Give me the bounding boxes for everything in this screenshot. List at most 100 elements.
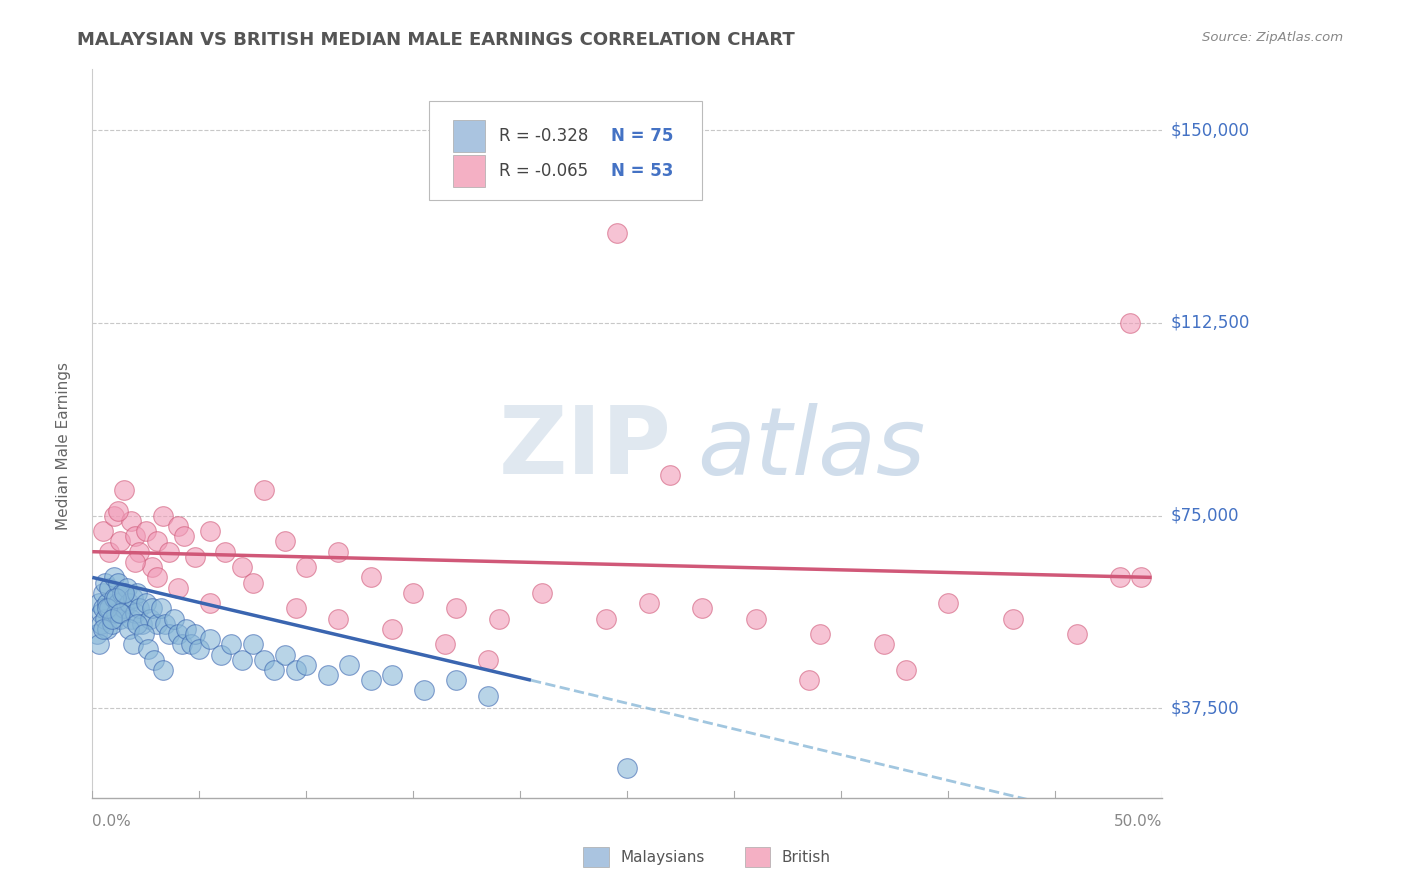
Point xyxy=(1066,627,1088,641)
Point xyxy=(167,627,190,641)
Text: Source: ZipAtlas.com: Source: ZipAtlas.com xyxy=(1202,31,1343,45)
Point xyxy=(108,607,131,621)
Point xyxy=(209,648,232,662)
Point xyxy=(381,622,404,636)
Point xyxy=(231,560,253,574)
Point xyxy=(90,607,112,621)
Point xyxy=(180,637,202,651)
Point xyxy=(328,544,350,558)
Point xyxy=(103,570,125,584)
Point xyxy=(1001,611,1024,625)
Point xyxy=(176,622,198,636)
Point xyxy=(157,627,180,641)
Point xyxy=(360,570,382,584)
Point xyxy=(98,581,121,595)
Text: N = 75: N = 75 xyxy=(612,128,673,145)
Point xyxy=(477,653,499,667)
Point xyxy=(316,668,339,682)
Point xyxy=(221,637,243,651)
Point xyxy=(118,622,141,636)
Point xyxy=(96,601,118,615)
Point xyxy=(107,503,129,517)
Point xyxy=(135,524,157,538)
Point xyxy=(153,616,176,631)
Point xyxy=(118,596,141,610)
Point xyxy=(434,637,457,651)
Point xyxy=(284,601,307,615)
Text: MALAYSIAN VS BRITISH MEDIAN MALE EARNINGS CORRELATION CHART: MALAYSIAN VS BRITISH MEDIAN MALE EARNING… xyxy=(77,31,794,49)
Point xyxy=(100,616,122,631)
Point xyxy=(132,627,155,641)
Point xyxy=(103,508,125,523)
Point xyxy=(94,575,117,590)
Point xyxy=(198,632,221,646)
Point xyxy=(413,683,436,698)
Text: atlas: atlas xyxy=(697,402,925,493)
Point xyxy=(96,622,118,636)
Point xyxy=(91,524,114,538)
Point xyxy=(173,529,195,543)
Text: 50.0%: 50.0% xyxy=(1114,814,1163,829)
Point xyxy=(141,601,163,615)
Point xyxy=(87,637,110,651)
Point xyxy=(124,529,146,543)
Point xyxy=(184,627,207,641)
Point xyxy=(145,534,167,549)
Point xyxy=(91,622,114,636)
Point xyxy=(444,673,467,688)
Point xyxy=(337,657,360,672)
Point xyxy=(360,673,382,688)
Point xyxy=(124,607,146,621)
Point xyxy=(659,467,682,482)
Point xyxy=(214,544,236,558)
Point xyxy=(108,534,131,549)
Point xyxy=(122,637,145,651)
Text: R = -0.328: R = -0.328 xyxy=(499,128,588,145)
Point xyxy=(530,586,553,600)
Point xyxy=(90,616,112,631)
Bar xyxy=(453,154,485,187)
Point xyxy=(94,611,117,625)
Point xyxy=(242,637,264,651)
Point xyxy=(198,596,221,610)
Point xyxy=(799,673,821,688)
Text: 0.0%: 0.0% xyxy=(93,814,131,829)
Text: $37,500: $37,500 xyxy=(1171,699,1240,717)
Point xyxy=(145,570,167,584)
Point xyxy=(103,591,125,605)
Point xyxy=(136,642,159,657)
Point xyxy=(744,611,766,625)
Point xyxy=(115,581,138,595)
Point xyxy=(402,586,425,600)
Point xyxy=(690,601,713,615)
Point xyxy=(152,508,174,523)
Point xyxy=(381,668,404,682)
Point xyxy=(1108,570,1130,584)
Point xyxy=(488,611,510,625)
Point xyxy=(91,586,114,600)
Point xyxy=(145,616,167,631)
Point xyxy=(163,611,186,625)
Point xyxy=(284,663,307,677)
Point xyxy=(112,483,135,497)
Point xyxy=(112,601,135,615)
Point xyxy=(295,657,318,672)
FancyBboxPatch shape xyxy=(429,102,702,200)
Point xyxy=(131,616,153,631)
Point xyxy=(141,560,163,574)
Point xyxy=(157,544,180,558)
Point xyxy=(198,524,221,538)
Point xyxy=(444,601,467,615)
Point xyxy=(86,627,108,641)
Point xyxy=(274,648,297,662)
Text: $75,000: $75,000 xyxy=(1171,507,1239,524)
Point xyxy=(616,761,638,775)
Point xyxy=(295,560,318,574)
Text: $112,500: $112,500 xyxy=(1171,314,1250,332)
Point xyxy=(936,596,959,610)
Text: N = 53: N = 53 xyxy=(612,162,673,180)
Text: Median Male Earnings: Median Male Earnings xyxy=(56,362,70,530)
Point xyxy=(873,637,896,651)
Point xyxy=(167,581,190,595)
Point xyxy=(120,611,142,625)
